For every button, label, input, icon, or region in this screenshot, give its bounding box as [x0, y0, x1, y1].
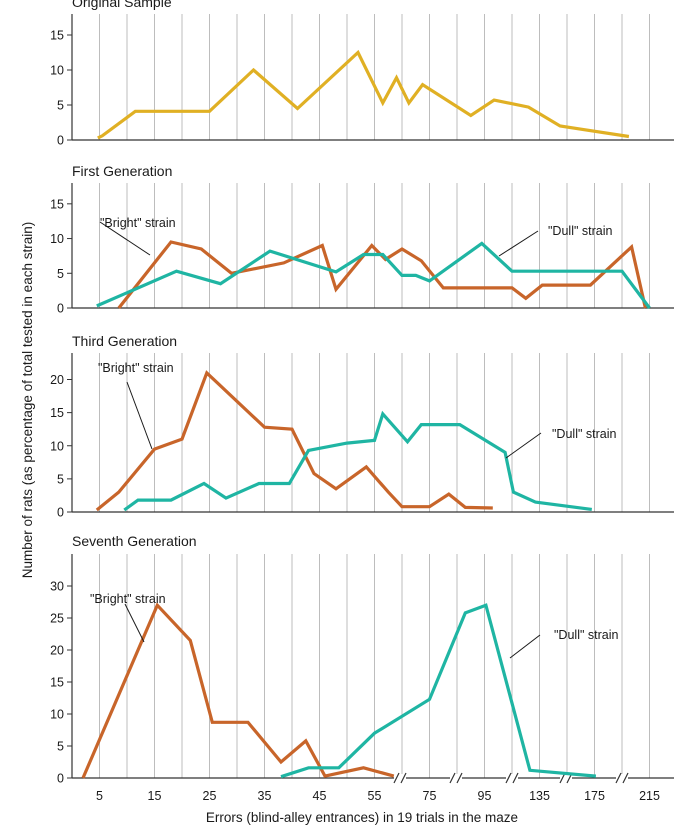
panel-title: Original Sample [72, 0, 172, 10]
axis-break-mark [393, 772, 400, 784]
y-tick-label: 15 [50, 676, 64, 690]
axis-break-mark [449, 772, 456, 784]
series-line-dull [280, 603, 597, 779]
annotation-leader-line [505, 432, 542, 459]
axis-break-mask [506, 774, 518, 782]
annotation-leader-line [124, 603, 145, 643]
series-line-dull [123, 410, 593, 512]
grid-layer [71, 14, 650, 778]
annotation-label: "Dull" strain [548, 224, 612, 238]
annotation-layer [99, 221, 542, 659]
axis-break-mark [400, 772, 407, 784]
y-tick-label: 25 [50, 612, 64, 626]
y-tick-label: 0 [57, 772, 64, 786]
axis-break-mark [622, 772, 629, 784]
y-tick-label: 5 [57, 740, 64, 754]
y-tick-label: 0 [57, 506, 64, 520]
axis-break-mark [456, 772, 463, 784]
axis-break-mark [615, 772, 622, 784]
y-tick-label: 0 [57, 134, 64, 148]
x-tick-label: 175 [584, 789, 605, 803]
series-layer [81, 49, 651, 779]
axis-break-mask [616, 774, 628, 782]
x-tick-label: 55 [368, 789, 382, 803]
y-tick-label: 15 [50, 406, 64, 420]
annotation-label: "Dull" strain [552, 427, 616, 441]
x-tick-label: 15 [148, 789, 162, 803]
y-tick-label: 20 [50, 644, 64, 658]
axis-break-mark [505, 772, 512, 784]
y-tick-label: 15 [50, 29, 64, 43]
y-tick-label: 0 [57, 302, 64, 316]
series-line-bright [117, 240, 647, 309]
x-tick-label: 215 [639, 789, 660, 803]
y-tick-label: 5 [57, 99, 64, 113]
axis-break-mask [394, 774, 406, 782]
axis-layer [67, 14, 674, 784]
x-tick-label: 75 [423, 789, 437, 803]
axis-break-mask [560, 774, 572, 782]
y-tick-label: 10 [50, 708, 64, 722]
panel-title: First Generation [72, 163, 172, 179]
annotation-label: "Dull" strain [554, 628, 618, 642]
y-tick-label: 5 [57, 267, 64, 281]
x-axis-title: Errors (blind-alley entrances) in 19 tri… [206, 810, 518, 825]
x-tick-label: 135 [529, 789, 550, 803]
axis-break-mark [512, 772, 519, 784]
annotation-leader-line [509, 634, 541, 659]
annotation-leader-line [99, 221, 151, 256]
text-layer: 0 5 10 15 Original Sample 0 5 10 15 First Generat… [50, 0, 660, 803]
panel-title: Seventh Generation [72, 533, 197, 549]
x-tick-label: 45 [313, 789, 327, 803]
series-line-sample [97, 49, 630, 140]
series-line-dull [96, 241, 651, 309]
y-tick-label: 30 [50, 580, 64, 594]
y-tick-label: 5 [57, 472, 64, 486]
annotation-leader-line [498, 230, 539, 257]
annotation-label: "Bright" strain [98, 361, 174, 375]
y-tick-label: 20 [50, 373, 64, 387]
x-tick-label: 25 [203, 789, 217, 803]
series-line-bright [95, 370, 493, 512]
y-axis-title: Number of rats (as percentage of total t… [20, 222, 35, 578]
y-tick-label: 10 [50, 439, 64, 453]
x-tick-label: 35 [258, 789, 272, 803]
annotation-label: "Bright" strain [100, 216, 176, 230]
x-tick-label: 5 [96, 789, 103, 803]
x-tick-label: 95 [478, 789, 492, 803]
panel-title: Third Generation [72, 333, 177, 349]
axis-break-mask [450, 774, 462, 782]
y-tick-label: 10 [50, 64, 64, 78]
y-tick-label: 15 [50, 197, 64, 211]
y-tick-label: 10 [50, 232, 64, 246]
annotation-label: "Bright" strain [90, 592, 166, 606]
annotation-leader-line [126, 381, 153, 450]
series-line-bright [81, 602, 395, 779]
